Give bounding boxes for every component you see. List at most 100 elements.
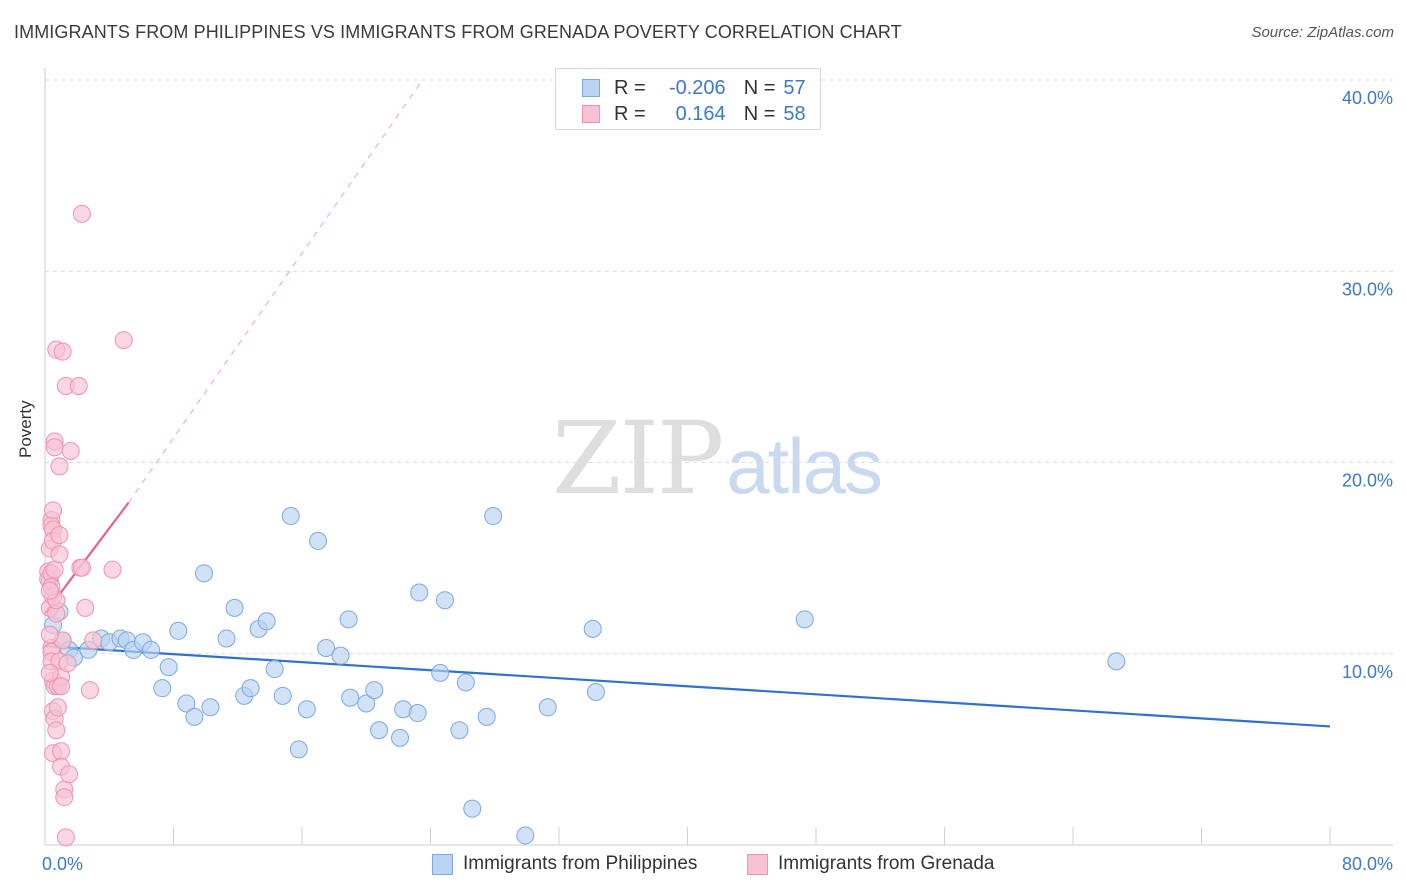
grenada-point (40, 625, 59, 644)
series-legend-label: Immigrants from Grenada (778, 853, 995, 874)
philippines-point (153, 679, 172, 698)
series-legend-grenada[interactable]: Immigrants from Grenada (747, 852, 994, 876)
philippines-point (281, 507, 300, 526)
philippines-point (1107, 652, 1126, 671)
philippines-point (357, 694, 376, 713)
grenada-point (50, 457, 69, 476)
philippines-point (456, 673, 475, 692)
y-axis-label: Poverty (16, 400, 35, 458)
grenada-point (40, 581, 59, 600)
philippines-point (450, 721, 469, 740)
grenada-point (80, 681, 99, 700)
philippines-point (538, 698, 557, 717)
grenada-point (76, 598, 95, 617)
philippines-point (159, 658, 178, 677)
x-tick-label: 80.0% (1342, 854, 1393, 874)
legend-n-label: N = (743, 76, 776, 99)
philippines-point (309, 531, 328, 550)
philippines-point (463, 799, 482, 818)
philippines-point (586, 683, 605, 701)
philippines-point (195, 564, 214, 583)
y-tick-label: 20.0% (1342, 471, 1393, 491)
grid-layer (45, 79, 1393, 655)
philippines-point (289, 740, 308, 759)
philippines-point (273, 686, 292, 705)
y-tick-label: 40.0% (1342, 88, 1393, 108)
series-legend-label: Immigrants from Philippines (463, 853, 698, 874)
philippines-point (583, 619, 602, 638)
y-tick-label: 10.0% (1342, 662, 1393, 682)
grenada-point (53, 342, 72, 361)
philippines-point (431, 663, 450, 682)
philippines-point (185, 707, 204, 726)
philippines-trendline (44, 645, 1331, 728)
stats-legend: R = -0.206 N = 57 R = 0.164 N = 58 (555, 68, 821, 130)
grenada-point (50, 526, 69, 545)
grenada-point (72, 558, 91, 577)
philippines-point (225, 598, 244, 617)
philippines-point (317, 639, 336, 658)
philippines-point (142, 640, 161, 659)
legend-r-value: -0.206 (668, 76, 726, 99)
philippines-point (217, 629, 236, 648)
legend-n-value: 57 (783, 76, 806, 99)
grenada-point (56, 828, 75, 847)
grenada-point (40, 663, 59, 682)
legend-n-label: N = (743, 102, 776, 125)
legend-swatch-grenada (582, 105, 600, 123)
philippines-point (477, 707, 496, 726)
stats-legend-row-philippines: R = -0.206 N = 57 (582, 76, 806, 100)
philippines-point (410, 583, 429, 602)
philippines-point (365, 681, 384, 700)
philippines-point (408, 704, 427, 723)
philippines-point (370, 721, 389, 740)
grenada-point (44, 501, 63, 520)
grenada-point (48, 698, 67, 717)
legend-r-label: R = (614, 102, 646, 125)
philippines-point (169, 621, 188, 640)
series-legend-philippines[interactable]: Immigrants from Philippines (432, 852, 697, 876)
grenada-point (61, 442, 80, 461)
grenada-point (52, 677, 71, 696)
grenada-point (72, 204, 91, 223)
philippines-point (516, 826, 535, 845)
legend-swatch-philippines (582, 79, 600, 97)
philippines-point (390, 728, 409, 747)
grenada-trendline-extension (128, 79, 423, 503)
trend-layer (44, 79, 1331, 728)
grenada-point (52, 742, 71, 761)
philippines-point (795, 610, 814, 629)
grenada-point (60, 765, 79, 784)
grenada-point (69, 377, 88, 395)
legend-r-label: R = (614, 76, 646, 99)
series-swatch-philippines (432, 853, 453, 875)
grenada-point (45, 560, 64, 579)
label-layer: 10.0% 20.0% 30.0% 40.0% 0.0% 80.0% (42, 88, 1393, 874)
grenada-point (47, 721, 66, 740)
x-tick-label: 0.0% (42, 854, 83, 874)
philippines-point (241, 679, 260, 698)
philippines-point (435, 591, 454, 610)
grenada-point (103, 560, 122, 579)
philippines-point (265, 660, 284, 679)
stats-legend-row-grenada: R = 0.164 N = 58 (582, 102, 806, 126)
y-tick-label: 30.0% (1342, 279, 1393, 299)
axis-layer (44, 68, 1393, 846)
philippines-point (257, 612, 276, 631)
chart-source: Source: ZipAtlas.com (1251, 24, 1394, 41)
chart-title: IMMIGRANTS FROM PHILIPPINES VS IMMIGRANT… (14, 22, 902, 42)
legend-n-value: 58 (783, 102, 806, 125)
watermark-zip: ZIP (552, 400, 724, 517)
philippines-point (341, 688, 360, 707)
grenada-point (50, 545, 69, 564)
philippines-point (484, 507, 503, 526)
philippines-point (177, 694, 196, 713)
philippines-point (201, 698, 220, 717)
philippines-point (339, 610, 358, 629)
watermark-atlas: atlas (726, 422, 883, 510)
grenada-point (58, 654, 77, 673)
grenada-point (55, 788, 74, 807)
grenada-point (114, 331, 133, 350)
series-swatch-grenada (747, 853, 768, 875)
